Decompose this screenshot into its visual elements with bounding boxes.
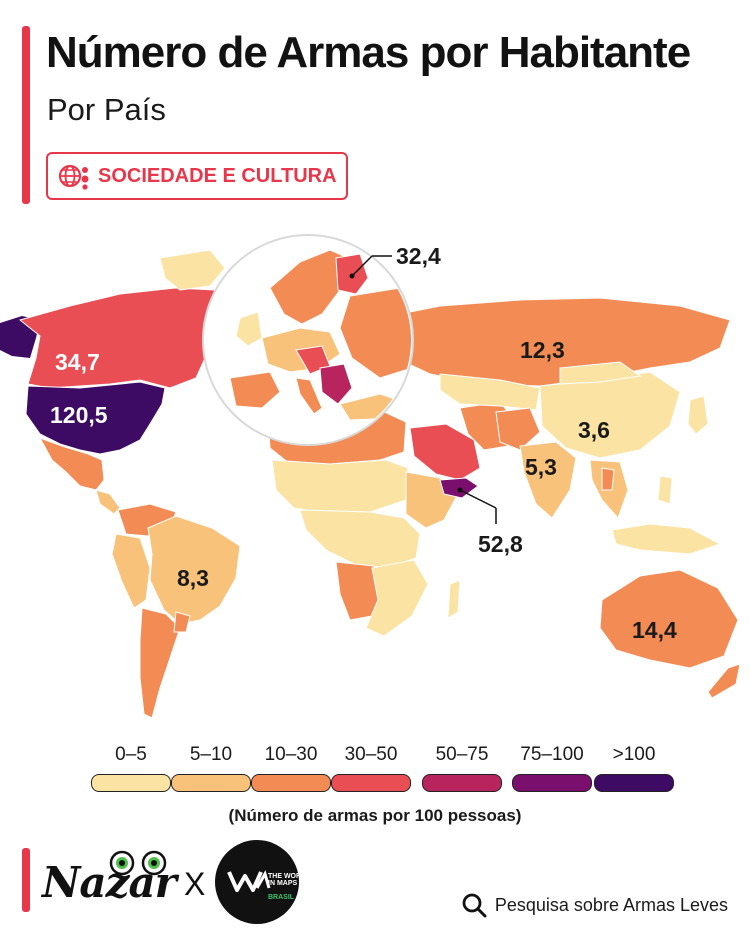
legend-caption: (Número de armas por 100 pessoas) [228, 806, 522, 825]
map-region-balkans [319, 363, 353, 405]
map-label-yemen: 52,8 [478, 531, 523, 557]
header-accent-bar [22, 26, 30, 204]
legend-label: >100 [612, 744, 656, 765]
source: Pesquisa sobre Armas Leves [461, 892, 728, 918]
map-region-uk-ireland [235, 311, 263, 347]
nazar-eyes-icon [109, 850, 167, 876]
map-region-philippines [657, 475, 673, 505]
map-region-greenland [159, 249, 226, 291]
map-region-central-asia [439, 373, 541, 411]
map-region-brazil [147, 515, 241, 625]
finland-leader-line [351, 255, 373, 277]
search-icon [462, 893, 487, 918]
category-label: SOCIEDADE E CULTURA [98, 164, 337, 187]
legend-item-over-100: >100 [590, 742, 678, 792]
source-text: Pesquisa sobre Armas Leves [494, 894, 728, 915]
wim-logo-text: THE WORLD IN MAPS [268, 873, 311, 887]
world-map-svg: 34,7 120,5 8,3 12,3 3,6 5,3 14,4 52,8 32… [0, 234, 741, 719]
map-region-central-america [95, 489, 121, 515]
legend-swatch [171, 774, 251, 792]
map-region-iberia [229, 371, 281, 409]
map-region-saudi-arabia [409, 423, 481, 481]
legend-label: 75–100 [520, 744, 584, 765]
brand-separator: X [184, 866, 206, 902]
wim-mark-icon [227, 870, 271, 892]
legend-item-50-75: 50–75 [418, 742, 506, 792]
map-region-indonesia [611, 523, 722, 555]
legend-item-0-5: 0–5 [87, 742, 175, 792]
map-label-canada: 34,7 [55, 349, 100, 375]
map-region-india [519, 441, 577, 519]
legend-swatch [594, 774, 674, 792]
legend-label: 30–50 [344, 744, 398, 765]
map-region-peru-bolivia [111, 533, 151, 609]
finland-marker [349, 273, 355, 279]
map-label-australia: 14,4 [632, 617, 677, 643]
map-label-china: 3,6 [578, 417, 610, 443]
map-region-usa [25, 381, 166, 455]
page-title: Número de Armas por Habitante [46, 28, 691, 77]
map-region-australia [599, 569, 739, 669]
map-region-italy [295, 377, 323, 415]
legend-label: 50–75 [435, 744, 489, 765]
globe-people-icon [58, 164, 89, 190]
map-region-thailand [601, 467, 615, 491]
map-region-china [539, 371, 681, 459]
yemen-leader-line [459, 489, 497, 509]
map-region-japan [687, 395, 709, 435]
map-region-afghanistan-pakistan [495, 407, 541, 451]
legend-swatch [91, 774, 171, 792]
yemen-marker [457, 487, 463, 493]
category-badge: SOCIEDADE E CULTURA [46, 152, 348, 200]
map-region-southern-africa [365, 559, 429, 637]
legend-swatch [512, 774, 592, 792]
legend-item-5-10: 5–10 [167, 742, 255, 792]
map-region-central-africa [299, 509, 421, 569]
legend-item-30-50: 30–50 [327, 742, 415, 792]
legend: 0–5 5–10 10–30 30–50 50–75 75–100 >100 [0, 742, 750, 802]
map-label-finland: 32,4 [396, 243, 441, 269]
legend-label: 0–5 [115, 744, 147, 765]
map-region-mongolia [559, 361, 642, 385]
legend-swatch [331, 774, 411, 792]
legend-label: 5–10 [189, 744, 233, 765]
map-region-new-zealand [707, 663, 741, 699]
world-in-maps-logo [215, 840, 299, 924]
footer-accent-bar [22, 848, 30, 912]
world-map: 34,7 120,5 8,3 12,3 3,6 5,3 14,4 52,8 32… [0, 228, 750, 738]
legend-swatch [422, 774, 502, 792]
nazar-logo: Nazar [42, 850, 182, 914]
map-region-canada [18, 287, 229, 389]
wim-logo-subtext: BRASIL [268, 894, 295, 901]
map-region-mexico [38, 437, 105, 491]
map-label-brazil: 8,3 [177, 565, 209, 591]
legend-swatch [251, 774, 331, 792]
page-subtitle: Por País [47, 92, 166, 127]
map-label-usa: 120,5 [50, 402, 108, 428]
map-region-argentina-chile [139, 607, 181, 719]
map-label-russia: 12,3 [520, 337, 565, 363]
legend-label: 10–30 [264, 744, 318, 765]
map-region-madagascar [447, 579, 461, 619]
legend-item-10-30: 10–30 [247, 742, 335, 792]
map-region-sahel [271, 459, 409, 515]
map-label-india: 5,3 [525, 454, 557, 480]
legend-item-75-100: 75–100 [508, 742, 596, 792]
europe-zoom [229, 249, 411, 421]
map-region-uruguay [173, 611, 191, 633]
